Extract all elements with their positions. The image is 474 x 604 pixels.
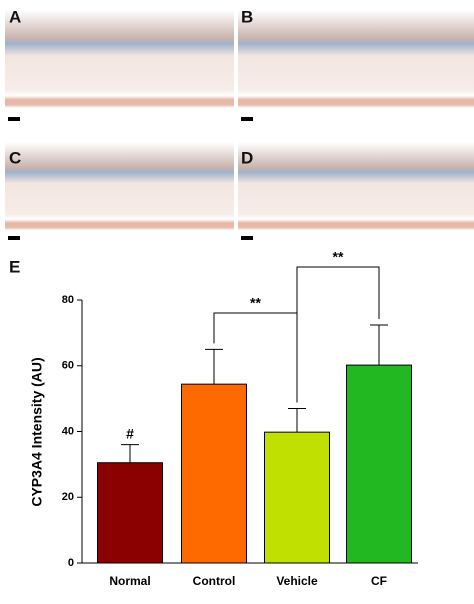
x-tick-label: CF [371,574,387,588]
histology-images [5,10,474,240]
bar [264,431,330,564]
image-a [5,10,234,112]
annotation: ** [333,249,344,265]
significance-bracket [296,266,380,403]
image-b [238,10,474,112]
x-tick-label: Control [193,574,236,588]
x-tick-label: Normal [109,574,150,588]
panel-label: D [241,148,253,167]
annotation: ** [250,295,261,311]
y-tick-label: 80 [62,294,74,306]
annotation: # [126,425,134,441]
y-tick-label: 60 [62,360,74,372]
y-tick-label: 40 [62,425,74,437]
bar [97,462,163,564]
x-tick-label: Vehicle [276,574,318,588]
panel-label: B [241,7,253,26]
image-c [5,142,234,234]
panel-label: A [9,7,21,26]
y-tick-label: 20 [62,491,74,503]
scale-bar [8,117,20,121]
scale-bar [8,236,20,240]
panel-label: C [9,148,21,167]
y-axis-label: CYP3A4 Intensity (AU) [29,357,45,506]
bar [346,364,412,564]
scale-bar [241,236,253,240]
bar [181,383,247,564]
scale-bar [241,117,253,121]
image-d [238,142,474,234]
panel-label: E [9,257,20,276]
y-tick-label: 0 [68,557,74,569]
